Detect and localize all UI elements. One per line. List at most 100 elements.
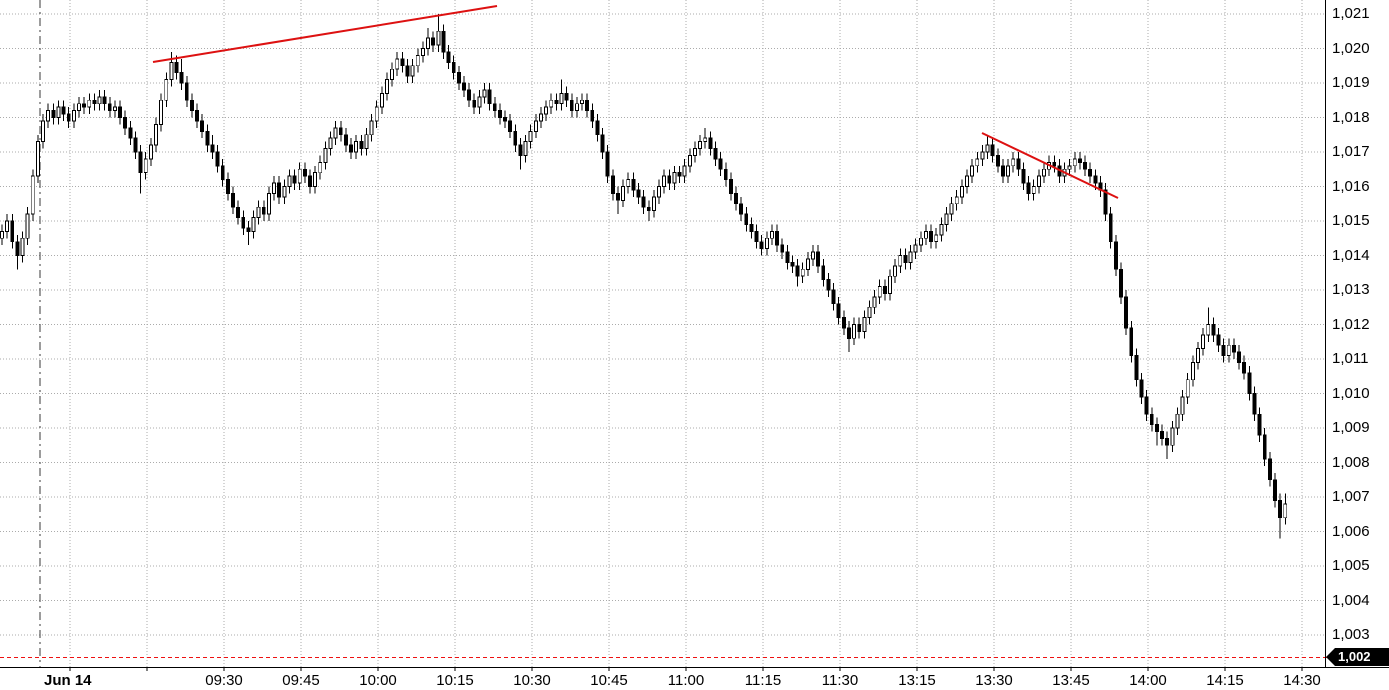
candle	[944, 213, 949, 225]
candle	[687, 154, 692, 167]
candle	[1006, 165, 1011, 177]
candle	[477, 96, 482, 108]
descending-trendline[interactable]	[981, 132, 1119, 199]
candle	[1283, 503, 1288, 519]
candle	[497, 110, 502, 118]
candle	[970, 165, 975, 177]
candle	[929, 230, 934, 243]
candle	[1144, 396, 1149, 415]
candle	[184, 82, 189, 101]
ascending-trendline[interactable]	[152, 5, 498, 63]
candle	[651, 196, 656, 212]
candle	[631, 179, 636, 191]
candle	[1072, 158, 1077, 167]
candle	[918, 237, 923, 246]
candle	[71, 110, 76, 122]
candle	[580, 99, 584, 105]
candle	[1231, 344, 1236, 353]
candle	[600, 134, 605, 153]
candle	[826, 279, 831, 291]
candle	[35, 141, 40, 177]
price-axis[interactable]: 1,002 1,021 1,020 1,019 1,018 1,017 1,016 1,01…	[1326, 0, 1389, 690]
candle	[975, 158, 980, 167]
candle	[400, 58, 405, 67]
candle	[169, 61, 174, 80]
candle	[800, 268, 805, 277]
candle	[272, 182, 276, 194]
candle	[698, 141, 703, 149]
candle	[128, 127, 133, 139]
candle	[831, 289, 836, 305]
candle	[677, 172, 682, 177]
candle	[431, 37, 436, 46]
candle	[1052, 161, 1057, 167]
candle	[662, 175, 667, 187]
candle	[667, 175, 672, 184]
candle	[1165, 437, 1170, 446]
candle	[734, 192, 738, 205]
candle	[862, 317, 867, 332]
time-axis-label: 14:00	[1129, 672, 1167, 689]
candle	[513, 130, 518, 146]
candle	[282, 186, 287, 198]
candle	[395, 58, 400, 70]
candle	[841, 317, 846, 329]
price-axis-label: 1,019	[1332, 74, 1370, 91]
candle	[492, 103, 497, 112]
candle	[1278, 500, 1283, 519]
candle	[1149, 413, 1154, 426]
candle	[503, 117, 507, 122]
candle	[154, 123, 158, 146]
candle	[626, 179, 631, 187]
candle	[923, 230, 928, 239]
candle	[770, 230, 774, 239]
candle	[189, 99, 194, 112]
candle	[338, 127, 343, 136]
candle	[621, 186, 626, 201]
candle	[728, 179, 733, 194]
candle	[195, 110, 200, 122]
candle	[641, 196, 646, 208]
candle	[867, 306, 872, 319]
candle	[708, 137, 713, 149]
candle	[482, 89, 487, 98]
candle	[1113, 241, 1118, 270]
candle	[898, 255, 903, 267]
candle	[426, 37, 430, 49]
candle	[959, 186, 964, 198]
time-axis-label: 10:45	[590, 672, 628, 689]
candle	[472, 99, 477, 108]
candle	[390, 68, 395, 80]
candle	[672, 172, 677, 184]
current-price-value: 1,002	[1338, 649, 1371, 664]
candle	[1262, 434, 1267, 460]
candle	[1093, 175, 1098, 184]
candle	[790, 261, 795, 267]
candle	[539, 113, 543, 122]
price-axis-label: 1,011	[1332, 350, 1369, 367]
candle	[980, 151, 985, 160]
candle	[266, 192, 271, 215]
candle	[308, 175, 312, 187]
candle	[15, 241, 20, 256]
candle	[795, 265, 800, 277]
candle	[1175, 413, 1180, 429]
candle	[569, 99, 574, 112]
candle	[1000, 165, 1005, 177]
candle	[1036, 175, 1041, 187]
candle	[436, 30, 441, 46]
candle	[805, 258, 810, 270]
candle	[882, 286, 887, 294]
current-price-tag: 1,002	[1326, 648, 1389, 666]
candle	[939, 223, 944, 236]
candle	[374, 106, 379, 122]
candle	[0, 230, 4, 239]
candle	[1021, 168, 1026, 184]
candle	[713, 148, 718, 160]
candle	[333, 127, 338, 139]
time-axis[interactable]: Jun 14 09:30 09:45 10:00 10:15 10:30 10:45 11:…	[0, 668, 1326, 690]
candle	[934, 234, 939, 243]
candle	[215, 151, 220, 167]
candle	[359, 141, 364, 149]
